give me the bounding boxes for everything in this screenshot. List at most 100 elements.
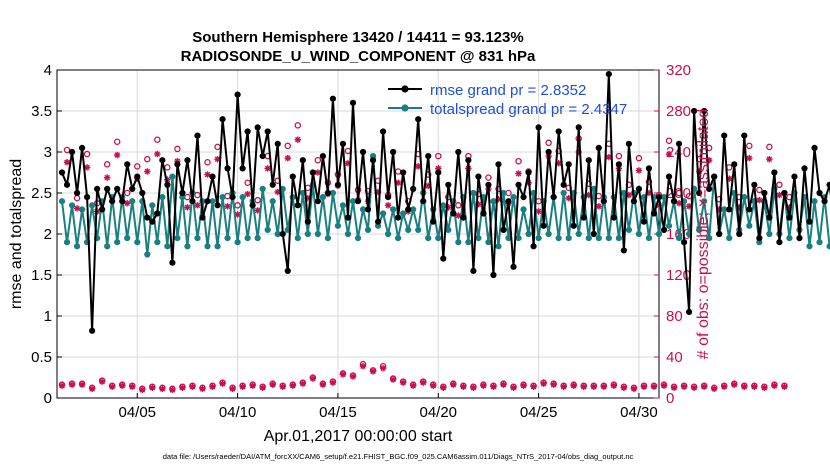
point-totalspread [68,202,76,209]
point-possible [103,161,111,168]
point-rmse [68,148,76,156]
point-rmse [635,185,643,192]
point-totalspread [349,198,357,205]
point-stroke [676,200,682,207]
point-totalspread [129,198,136,205]
point-rmse [630,198,638,205]
point-rmse [284,267,291,274]
point-stroke [641,383,647,390]
point-stroke [520,382,527,389]
point-totalspread [400,210,407,217]
point-assimilated [751,383,758,390]
point-totalspread [721,206,728,213]
point-totalspread [224,235,231,242]
legend-rmse-marker [401,85,409,93]
point-rmse [395,214,402,221]
point-totalspread [89,202,96,209]
point-assimilated [184,204,191,211]
point-totalspread [254,235,261,242]
point-stroke [515,170,522,177]
point-stroke [99,378,105,385]
point-stroke [560,383,567,390]
point-assimilated [580,383,587,390]
point-rmse [615,161,622,168]
point-assimilated [279,383,286,390]
point-assimilated [560,383,567,390]
point-assimilated [680,383,688,390]
point-possible [294,122,302,129]
point-assimilated [600,383,608,390]
point-totalspread [78,206,86,213]
point-assimilated [244,190,251,198]
point-totalspread [655,230,663,238]
point-stroke [731,381,738,388]
point-rmse [244,128,251,135]
point-totalspread [164,243,171,250]
point-rmse [751,181,758,188]
point-assimilated [149,384,156,391]
point-stroke [300,380,306,387]
point-stroke [390,376,396,383]
point-possible [615,152,623,160]
point-stroke [179,384,186,391]
point-stroke [234,211,241,218]
x-tick-label: 04/25 [520,404,558,421]
point-totalspread [696,226,703,233]
point-stroke [144,168,151,175]
point-rmse [686,308,693,315]
point-totalspread [174,235,181,242]
point-totalspread [575,230,582,238]
point-stroke [295,136,301,143]
point-stroke [310,375,316,382]
point-rmse [701,107,708,115]
point-stroke [555,160,562,167]
point-totalspread [274,230,281,238]
point-stroke [320,381,326,388]
point-assimilated [480,382,487,389]
point-assimilated [144,168,151,175]
point-rmse [354,198,362,205]
point-rmse [364,206,372,213]
point-stroke [229,385,236,392]
left-tick-label: 3.5 [31,103,52,120]
left-tick-label: 2.5 [31,185,52,202]
point-rmse [78,144,86,151]
legend: rmse grand pr = 2.8352 totalspread grand… [388,82,627,118]
point-rmse [179,189,186,197]
point-stroke [224,203,231,210]
point-possible [756,186,763,194]
point-rmse [304,218,311,225]
point-assimilated [700,383,708,390]
point-rmse [716,230,723,238]
point-totalspread [304,230,311,238]
point-assimilated [369,368,377,375]
data-file-footer: data file: /Users/raeder/DAI/ATM_forcXX/… [163,452,634,461]
point-stroke [460,383,467,390]
point-rmse [314,198,321,205]
point-rmse [540,222,547,229]
x-tick-label: 04/20 [419,404,457,421]
point-stroke [621,384,627,391]
point-assimilated [224,203,231,210]
left-axis-ticks: 0 0.5 1 1.5 2 2.5 3 3.5 4 [31,62,62,407]
point-totalspread [144,251,151,258]
point-stroke [360,363,366,370]
point-assimilated [209,383,216,390]
point-stroke [254,207,261,214]
point-rmse [595,144,602,151]
point-assimilated [119,382,126,389]
point-totalspread [500,189,507,197]
point-rmse [726,206,733,213]
point-rmse [565,161,572,168]
point-rmse [655,194,663,201]
point-assimilated [389,376,397,383]
point-stroke [746,155,753,161]
point-totalspread [510,194,517,201]
point-rmse [415,116,422,123]
point-assimilated [595,203,602,210]
point-assimilated [630,385,638,392]
right-tick-label: 0 [666,390,674,407]
point-stroke [666,151,672,157]
point-stroke [530,383,537,390]
point-rmse [194,132,201,139]
